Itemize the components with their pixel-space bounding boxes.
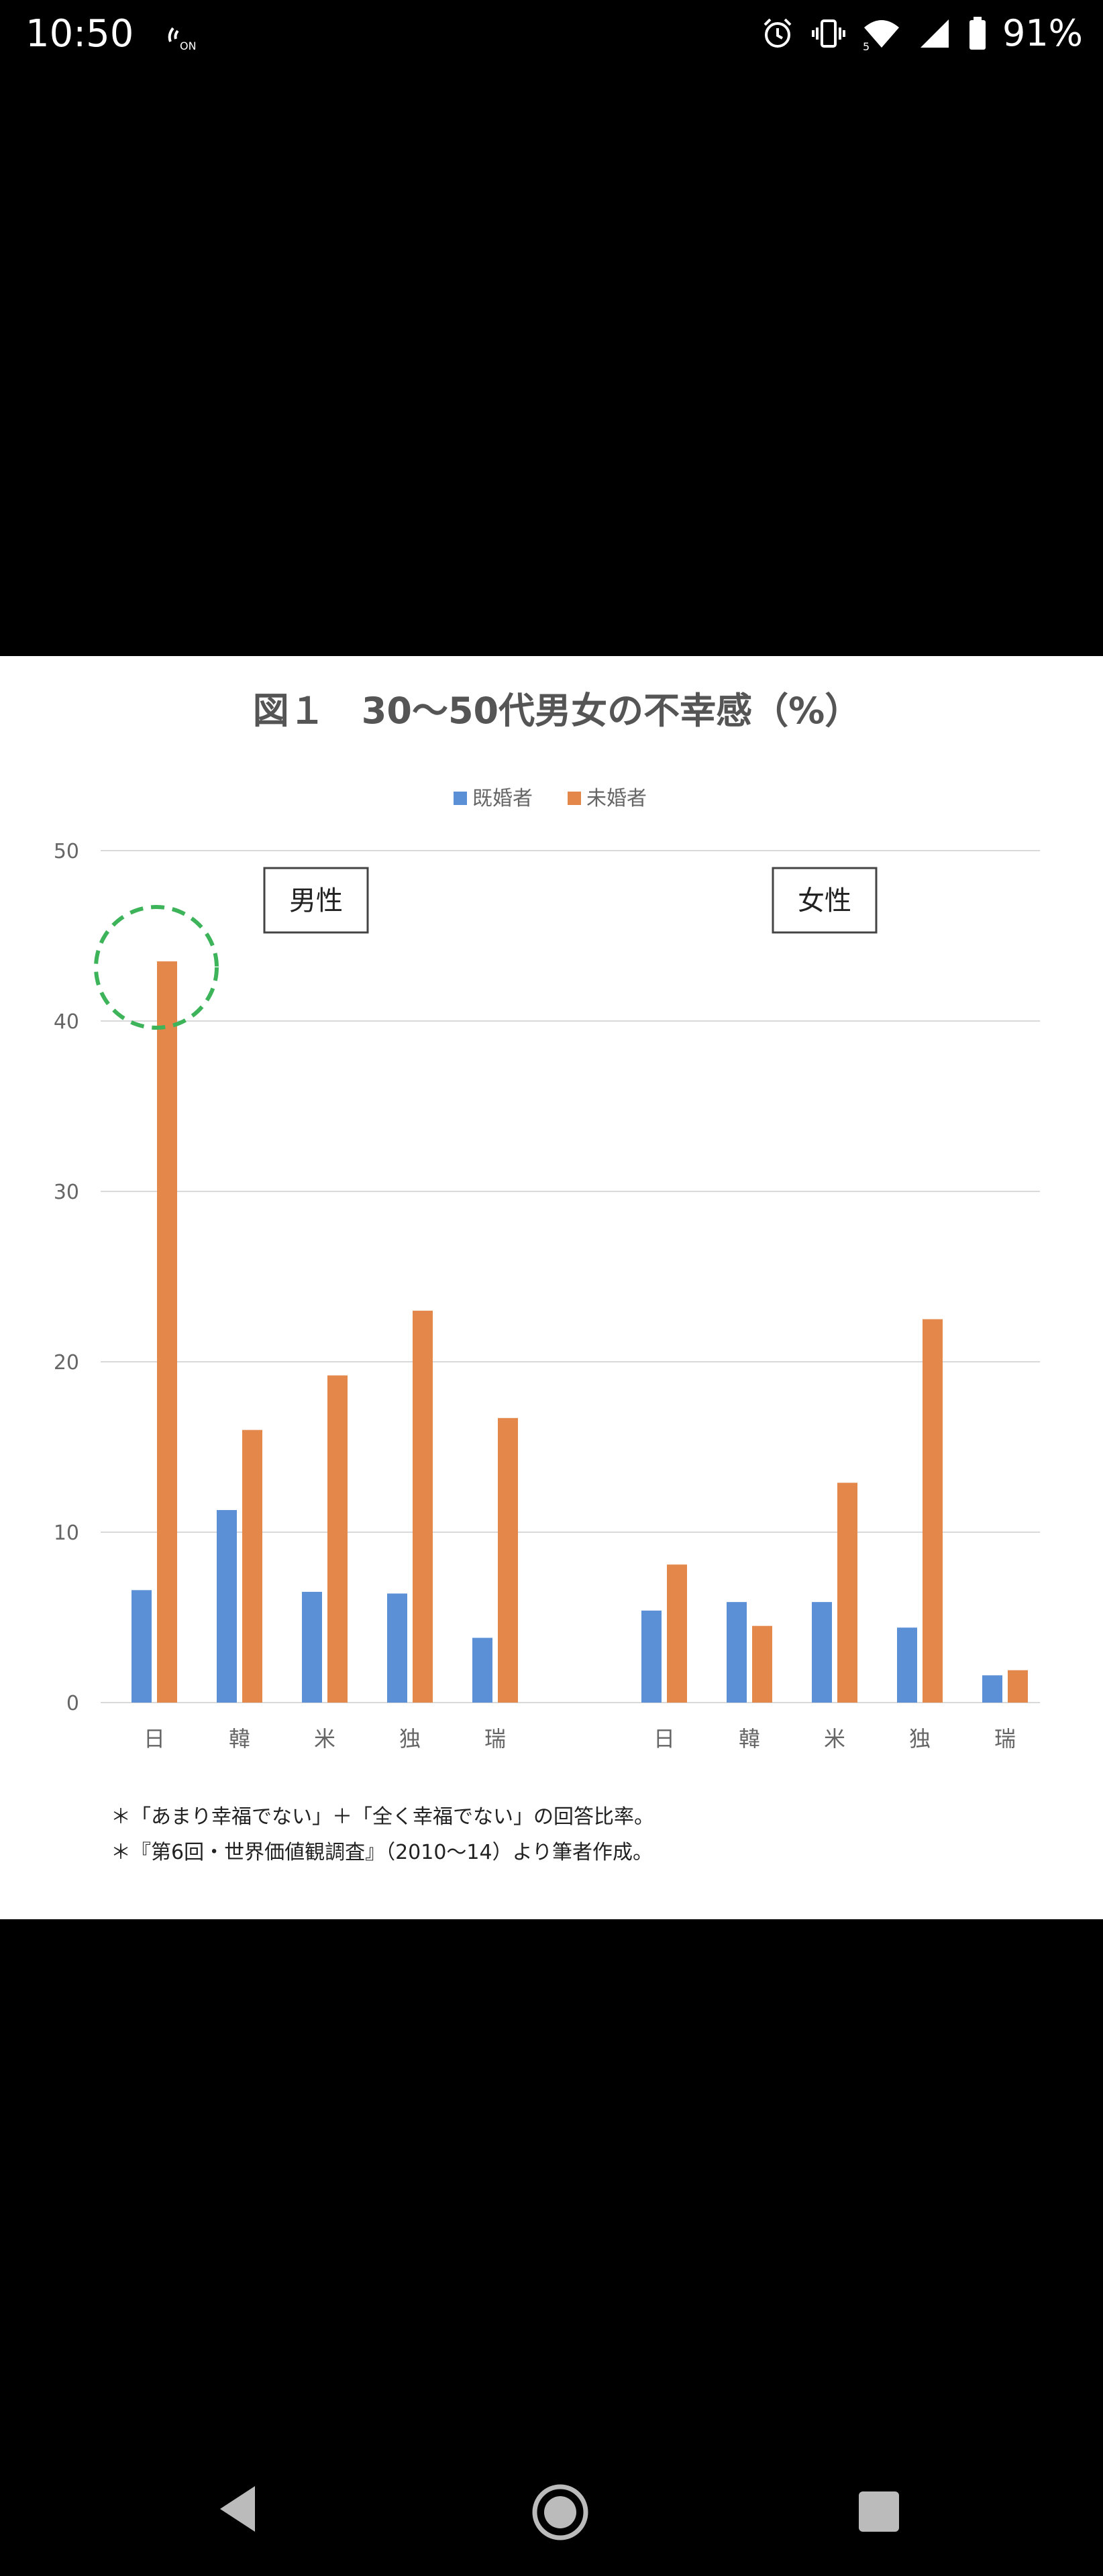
x-tick-label: 瑞 [994,1726,1016,1752]
recents-button[interactable] [857,2490,900,2533]
x-tick-label: 独 [399,1726,421,1752]
battery-percent: 91% [1002,12,1083,54]
bar-unmarried [667,1564,687,1703]
bars [132,961,1028,1703]
bar-married [641,1610,662,1703]
x-tick-label: 日 [144,1726,165,1752]
back-button[interactable] [215,2482,262,2536]
bar-married [387,1593,407,1703]
grid-lines [101,850,1040,1703]
x-tick-label: 瑞 [484,1726,506,1752]
legend: 既婚者 未婚者 [454,787,647,810]
group-label-male: 男性 [289,885,343,916]
group-label-female-box: 女性 [772,867,878,934]
bar-unmarried [157,961,177,1703]
alarm-icon [764,18,792,48]
x-tick-label: 日 [653,1726,675,1752]
signal-icon [920,19,949,48]
x-tick-label: 米 [824,1726,845,1752]
bar-unmarried [498,1417,518,1703]
group-label-male-box: 男性 [263,867,369,934]
note-1: ＊「あまり幸福でない」＋「全く幸福でない」の回答比率。 [111,1805,654,1829]
y-tick-label: 40 [54,1010,79,1034]
bar-married [727,1602,747,1703]
y-tick-label: 30 [54,1181,79,1204]
status-time: 10:50 [25,12,134,56]
bar-married [812,1602,832,1703]
note-2: ＊『第6回・世界価値観調査』（2010〜14）より筆者作成。 [111,1841,653,1864]
wifi-icon: 5 [863,19,899,52]
home-icon [532,2484,588,2540]
bar-married [897,1627,917,1703]
status-bar: 10:50 ON 5 91% [0,0,1103,74]
bar-unmarried [1008,1670,1028,1703]
bar-unmarried [242,1430,262,1703]
y-tick-label: 0 [66,1692,79,1715]
vibrate-icon [811,19,845,48]
y-tick-label: 50 [54,840,79,863]
bar-unmarried [327,1375,348,1703]
chart-image: 図１ 30〜50代男女の不幸感（%） 既婚者 未婚者 0 10 20 30 40 50 日… [0,656,1103,1919]
bar-unmarried [923,1319,943,1703]
y-tick-label: 10 [54,1521,79,1545]
x-tick-label: 独 [909,1726,931,1752]
recents-icon [859,2491,899,2532]
bar-unmarried [837,1483,857,1703]
highlight-circle [94,905,219,1030]
status-icons: 5 91% [759,12,1083,54]
group-label-female: 女性 [798,885,851,916]
network-label: 5 [863,40,870,52]
y-tick-label: 20 [54,1351,79,1375]
legend-swatch-married [454,792,467,805]
bar-married [472,1638,492,1703]
bar-chart: 図１ 30〜50代男女の不幸感（%） 既婚者 未婚者 0 10 20 30 40 50 日… [54,690,1040,1864]
home-button[interactable] [530,2482,590,2542]
bar-married [302,1591,322,1703]
x-tick-label: 米 [314,1726,335,1752]
chart-title: 図１ 30〜50代男女の不幸感（%） [253,690,861,732]
back-icon [220,2486,255,2532]
bar-married [217,1509,237,1703]
bar-unmarried [413,1310,433,1703]
legend-label-unmarried: 未婚者 [586,787,647,810]
legend-swatch-unmarried [568,792,581,805]
x-axis-ticks: 日韓米独瑞日韓米独瑞 [144,1726,1016,1752]
nfc-icon: ON [168,27,197,52]
y-axis-ticks: 0 10 20 30 40 50 [54,840,79,1715]
bar-unmarried [752,1625,772,1703]
bar-married [132,1590,152,1703]
battery-icon [969,16,986,50]
x-tick-label: 韓 [229,1726,250,1752]
nfc-badge: ON [180,40,197,52]
legend-label-married: 既婚者 [472,787,533,810]
x-tick-label: 韓 [739,1726,760,1752]
bar-married [982,1675,1002,1703]
